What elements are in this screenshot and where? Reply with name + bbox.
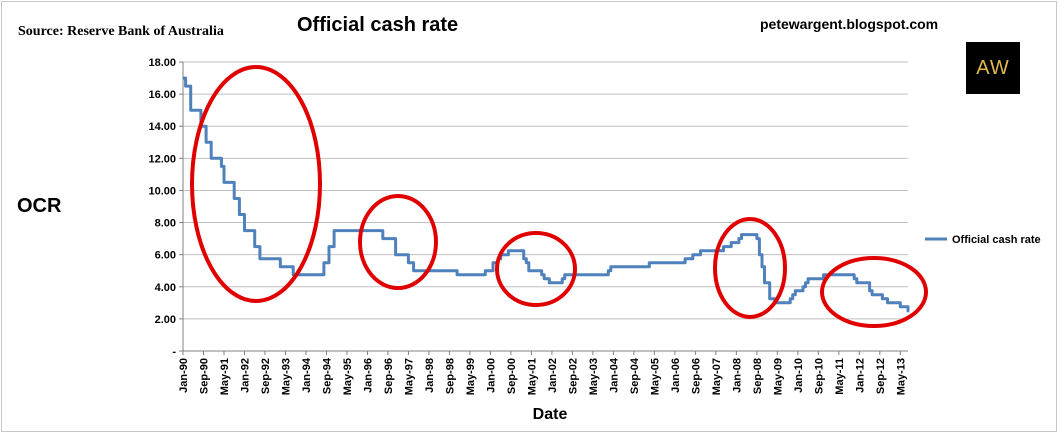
x-tick-label: Jan-98 <box>424 358 436 393</box>
x-tick-label: Sep-10 <box>813 358 825 394</box>
x-tick-label: Jan-00 <box>485 358 497 393</box>
y-tick-label: 8.00 <box>155 218 176 230</box>
chart-title: Official cash rate <box>297 14 459 36</box>
y-tick-label: 2.00 <box>155 314 176 326</box>
x-tick-label: Jan-90 <box>178 358 190 393</box>
x-tick-label: Sep-04 <box>629 357 641 394</box>
source-label: Source: Reserve Bank of Australia <box>18 24 224 39</box>
x-tick-label: Jan-02 <box>547 358 559 393</box>
annotation-circles <box>190 65 928 328</box>
y-tick-label: 4.00 <box>155 282 176 294</box>
x-tick-label: Sep-96 <box>383 358 395 394</box>
x-tick-label: Sep-90 <box>198 358 210 394</box>
x-tick-label: Jan-06 <box>670 358 682 393</box>
x-tick-label: May-93 <box>280 358 292 395</box>
x-tick-label: Sep-00 <box>506 358 518 394</box>
y-tick-label: 18.00 <box>148 57 176 69</box>
x-tick-label: Jan-92 <box>239 358 251 393</box>
x-tick-label: May-05 <box>649 358 661 395</box>
x-tick-label: Sep-12 <box>875 358 887 394</box>
blog-url: petewargent.blogspot.com <box>760 16 939 32</box>
axes <box>182 62 908 355</box>
gridlines <box>179 61 908 352</box>
x-tick-label: Jan-10 <box>793 358 805 393</box>
x-tick-label: May-11 <box>834 358 846 395</box>
y-tick-label: 14.00 <box>148 121 176 133</box>
x-tick-label: May-13 <box>895 358 907 395</box>
y-tick-label: - <box>172 346 176 358</box>
x-tick-label: Sep-94 <box>321 357 333 394</box>
x-tick-label: May-99 <box>465 358 477 395</box>
x-tick-label: May-91 <box>219 358 231 395</box>
x-tick-label: Sep-02 <box>567 358 579 394</box>
x-tick-label: Sep-98 <box>444 358 456 394</box>
x-tick-label: Sep-08 <box>752 358 764 394</box>
y-tick-labels: - 2.00 4.00 6.00 8.00 10.00 12.00 14.00 16.00 18.… <box>148 57 176 358</box>
x-tick-label: Jan-12 <box>854 358 866 393</box>
y-tick-label: 10.00 <box>148 185 176 197</box>
legend-label: Official cash rate <box>952 234 1041 246</box>
x-tick-label: Sep-92 <box>260 358 272 394</box>
x-tick-label: Sep-06 <box>690 358 702 394</box>
x-tick-label: May-07 <box>711 358 723 395</box>
x-tick-label: May-97 <box>403 358 415 395</box>
x-tick-label: May-03 <box>588 358 600 395</box>
series-layer <box>183 76 910 313</box>
highlight-circle-1 <box>190 65 322 303</box>
highlight-circle-3 <box>495 231 577 307</box>
highlight-circle-4 <box>713 217 787 319</box>
x-tick-label: May-09 <box>772 358 784 395</box>
y-tick-label: 6.00 <box>155 250 176 262</box>
y-axis-label: OCR <box>17 195 62 217</box>
x-tick-label: Jan-04 <box>608 357 620 393</box>
x-tick-labels: Jan-90 Sep-90 May-91 Jan-92 Sep-92 May-93 Jan-… <box>178 357 907 395</box>
series-line-0 <box>183 76 910 313</box>
x-tick-label: Jan-94 <box>301 357 313 393</box>
y-tick-label: 12.00 <box>148 153 176 165</box>
x-tick-label: Jan-08 <box>731 358 743 393</box>
highlight-circle-2 <box>358 194 438 290</box>
aw-logo: AW <box>966 42 1020 94</box>
x-tick-label: Jan-96 <box>362 358 374 393</box>
x-tick-label: May-95 <box>342 358 354 395</box>
x-tick-label: May-01 <box>526 358 538 395</box>
x-axis-label: Date <box>532 406 568 423</box>
y-tick-label: 16.00 <box>148 89 176 101</box>
legend: Official cash rate <box>925 234 1041 246</box>
highlight-circle-5 <box>820 256 928 328</box>
logo-text: AW <box>976 56 1010 79</box>
